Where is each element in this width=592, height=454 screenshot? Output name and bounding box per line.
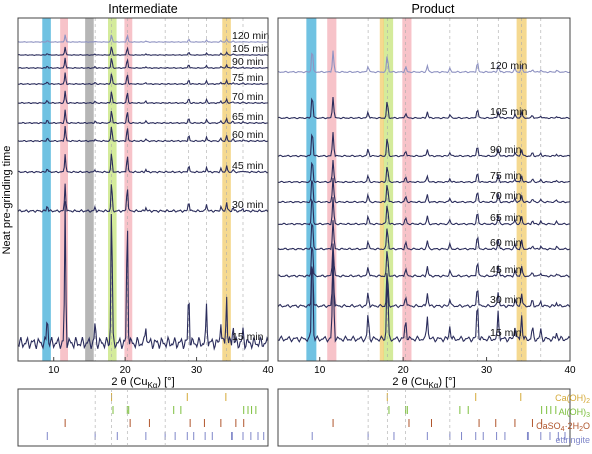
x-tick-label: 10 xyxy=(314,365,326,376)
panel-title-product: Product xyxy=(411,2,455,16)
reference-panel-intermediate xyxy=(17,388,269,447)
panel-intermediate: 15 min 30 min 45 min 60 min 65 min 70 min 75 m… xyxy=(17,17,274,376)
trace-60-min xyxy=(17,126,269,143)
highlight-band xyxy=(516,18,527,361)
legend-aloh3: Al(OH)3 xyxy=(559,407,591,419)
series-label: 60 min xyxy=(490,237,522,249)
reference-panel-product xyxy=(277,388,571,447)
series-label: 70 min xyxy=(490,190,522,202)
series-label: 30 min xyxy=(490,294,522,306)
trace-15-min xyxy=(17,201,269,351)
highlight-band xyxy=(402,18,412,361)
series-label: 75 min xyxy=(232,72,264,84)
x-tick-label: 20 xyxy=(120,365,132,376)
series-label: 105 min xyxy=(490,106,528,118)
x-axis-label-intermediate: 2 θ (CuKα) [°] xyxy=(111,376,174,390)
trace-65-min xyxy=(277,197,571,226)
reference-frame xyxy=(17,388,269,447)
series-label: 15 min xyxy=(490,327,522,339)
legend-caoh2: Ca(OH)2 xyxy=(555,393,590,405)
trace-70-min xyxy=(17,90,269,105)
trace-90-min xyxy=(277,132,571,158)
highlight-band xyxy=(85,18,94,361)
x-tick-label: 40 xyxy=(564,365,576,376)
series-label: 105 min xyxy=(232,43,270,55)
x-tick-label: 10 xyxy=(48,365,60,376)
legend-ettringite: ettringite xyxy=(555,435,590,445)
trace-105-min xyxy=(277,97,570,120)
trace-65-min xyxy=(17,109,268,125)
panel-title-intermediate: Intermediate xyxy=(108,2,178,16)
trace-60-min xyxy=(277,220,571,251)
series-label: 30 min xyxy=(232,199,264,211)
x-axis-label-product: 2 θ (CuKα) [°] xyxy=(392,376,455,390)
series-label: 90 min xyxy=(232,56,264,68)
trace-75-min xyxy=(17,72,268,86)
series-label: 65 min xyxy=(490,212,522,224)
series-label: 120 min xyxy=(232,30,270,42)
series-label: 65 min xyxy=(232,111,264,123)
trace-75-min xyxy=(277,160,570,184)
highlight-band xyxy=(42,18,51,361)
highlight-band xyxy=(222,18,231,361)
legend-gypsum: CaSO4·2H2O xyxy=(536,421,590,433)
x-tick-label: 40 xyxy=(262,365,274,376)
series-label: 70 min xyxy=(232,91,264,103)
trace-45-min xyxy=(17,153,269,174)
trace-120-min xyxy=(17,33,269,43)
highlight-band xyxy=(60,18,68,361)
trace-30-min xyxy=(277,261,571,309)
trace-90-min xyxy=(17,57,269,70)
highlight-band xyxy=(379,18,384,361)
trace-120-min xyxy=(277,50,571,74)
reference-legend: Ca(OH)2 Al(OH)3 CaSO4·2H2O ettringite xyxy=(536,393,590,445)
highlight-band xyxy=(124,18,133,361)
trace-70-min xyxy=(277,177,571,204)
series-label: 75 min xyxy=(490,170,522,182)
panel-frame xyxy=(17,17,269,362)
panel-frame xyxy=(277,17,571,362)
panel-product: 15 min 30 min 45 min 60 min 65 min 70 min 75 m… xyxy=(277,17,576,376)
trace-45-min xyxy=(277,243,571,278)
x-tick-label: 30 xyxy=(191,365,203,376)
trace-30-min xyxy=(17,183,269,214)
y-axis-label: Neat pre-grinding time xyxy=(1,146,13,255)
x-tick-label: 20 xyxy=(398,365,410,376)
x-tick-label: 30 xyxy=(481,365,493,376)
series-label: 15 min xyxy=(232,331,264,343)
reference-frame xyxy=(277,388,571,447)
trace-105-min xyxy=(17,46,269,56)
series-label: 45 min xyxy=(490,264,522,276)
trace-15-min xyxy=(277,253,571,343)
series-label: 120 min xyxy=(490,60,528,72)
series-label: 90 min xyxy=(490,144,522,156)
series-label: 45 min xyxy=(232,160,264,172)
series-label: 60 min xyxy=(232,129,264,141)
